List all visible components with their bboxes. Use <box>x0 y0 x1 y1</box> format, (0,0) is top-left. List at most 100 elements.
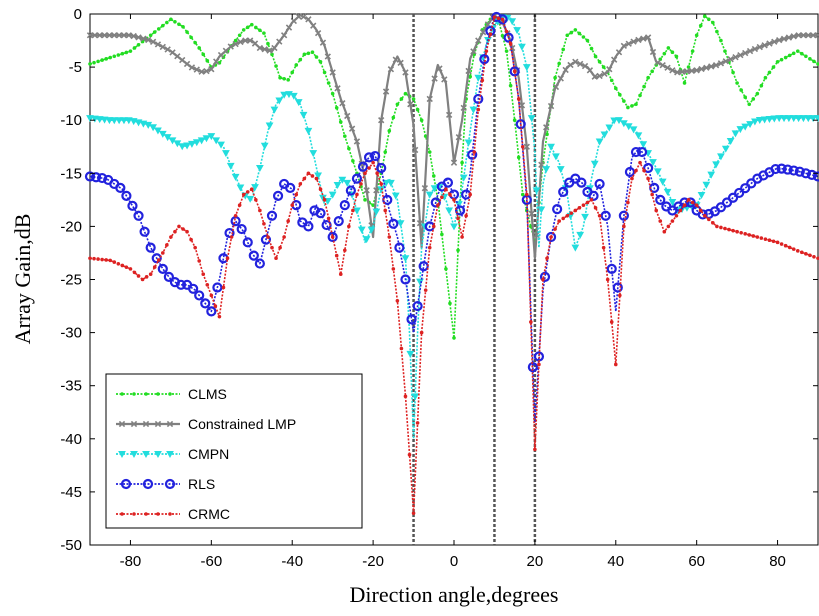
series-point <box>640 35 647 42</box>
series-point <box>309 150 318 158</box>
series-point <box>653 168 662 176</box>
series-point <box>731 228 735 233</box>
series-point <box>188 64 196 71</box>
series-point <box>91 32 99 39</box>
series-point <box>577 206 582 210</box>
series-point <box>508 41 513 46</box>
series-point <box>392 56 399 63</box>
series-point <box>367 166 371 170</box>
series-point <box>702 181 711 189</box>
series-point <box>261 46 268 53</box>
series-point <box>415 107 420 112</box>
series-point <box>756 43 763 51</box>
series-point <box>164 46 171 53</box>
series-point <box>492 15 497 19</box>
series-point <box>149 124 157 132</box>
series-point <box>120 117 128 125</box>
legend-label-2: CMPN <box>188 446 229 462</box>
series-point <box>450 159 458 166</box>
series-point <box>245 190 250 194</box>
series-point <box>543 124 550 131</box>
series-point <box>274 64 278 68</box>
series-point <box>800 51 804 56</box>
series-point <box>406 314 417 325</box>
series-point <box>500 33 505 38</box>
series-point <box>654 208 659 213</box>
series-point <box>649 159 657 167</box>
series-point <box>737 51 744 59</box>
series-point <box>200 298 211 309</box>
series-point <box>338 120 343 124</box>
series-point <box>606 263 617 274</box>
series-point <box>533 447 537 452</box>
series-point <box>278 75 282 80</box>
series-point <box>686 198 691 202</box>
series-point <box>203 67 210 75</box>
legend-marker-2 <box>130 451 138 459</box>
series-point <box>814 32 819 39</box>
series-point <box>787 245 792 250</box>
series-point <box>678 68 686 75</box>
series-point <box>468 192 472 197</box>
series-point <box>445 111 453 119</box>
series-point <box>467 149 478 160</box>
series-point <box>715 29 719 34</box>
series-point <box>400 274 411 285</box>
series-point <box>421 185 429 192</box>
series-point <box>630 146 642 158</box>
series-point <box>747 233 752 237</box>
series-point <box>746 47 754 55</box>
series-point <box>213 58 220 65</box>
series-point <box>441 76 448 83</box>
series-point <box>795 49 800 53</box>
series-point <box>816 62 819 66</box>
y-axis-ticks: 0 -5 -10 -15 -20 -25 -30 -35 -40 -45 -50 <box>60 6 818 554</box>
series-point <box>387 66 395 73</box>
series-point <box>504 29 509 34</box>
series-point <box>751 45 759 53</box>
series-point <box>450 223 458 231</box>
legend-marker-1 <box>130 420 138 428</box>
series-point <box>387 179 395 187</box>
series-point <box>734 187 745 199</box>
series-point <box>585 200 590 205</box>
series-point <box>615 49 623 56</box>
series-point <box>650 192 654 197</box>
series-point <box>812 171 819 182</box>
series-point <box>111 32 118 39</box>
series-point <box>391 115 396 120</box>
series-point <box>694 33 699 38</box>
series-point <box>545 231 557 243</box>
series-point <box>726 138 735 146</box>
series-point <box>158 130 167 138</box>
series-point <box>140 277 145 282</box>
series-point <box>712 62 720 69</box>
series-point <box>265 122 274 130</box>
series-point <box>698 65 705 73</box>
series-point <box>86 32 94 39</box>
series-point <box>581 62 589 70</box>
series-point <box>739 88 743 92</box>
series-point <box>496 16 501 21</box>
series-point <box>783 55 788 60</box>
series-point <box>378 117 385 124</box>
series-point <box>425 191 434 199</box>
series-point <box>659 62 666 69</box>
series-point <box>124 50 129 55</box>
series-point <box>553 227 557 231</box>
series-point <box>251 40 259 47</box>
series-point <box>237 33 242 38</box>
series-point <box>353 138 361 145</box>
series-point <box>246 37 254 44</box>
series-point <box>532 187 541 195</box>
series-point <box>213 304 218 308</box>
series-point <box>351 208 355 213</box>
series-point <box>140 35 147 42</box>
series-point <box>205 58 210 63</box>
series-point <box>258 28 262 33</box>
series-point <box>785 115 793 123</box>
series-point <box>197 46 201 50</box>
series-point <box>474 74 483 82</box>
legend-marker-1 <box>154 420 162 428</box>
series-point <box>630 104 634 108</box>
